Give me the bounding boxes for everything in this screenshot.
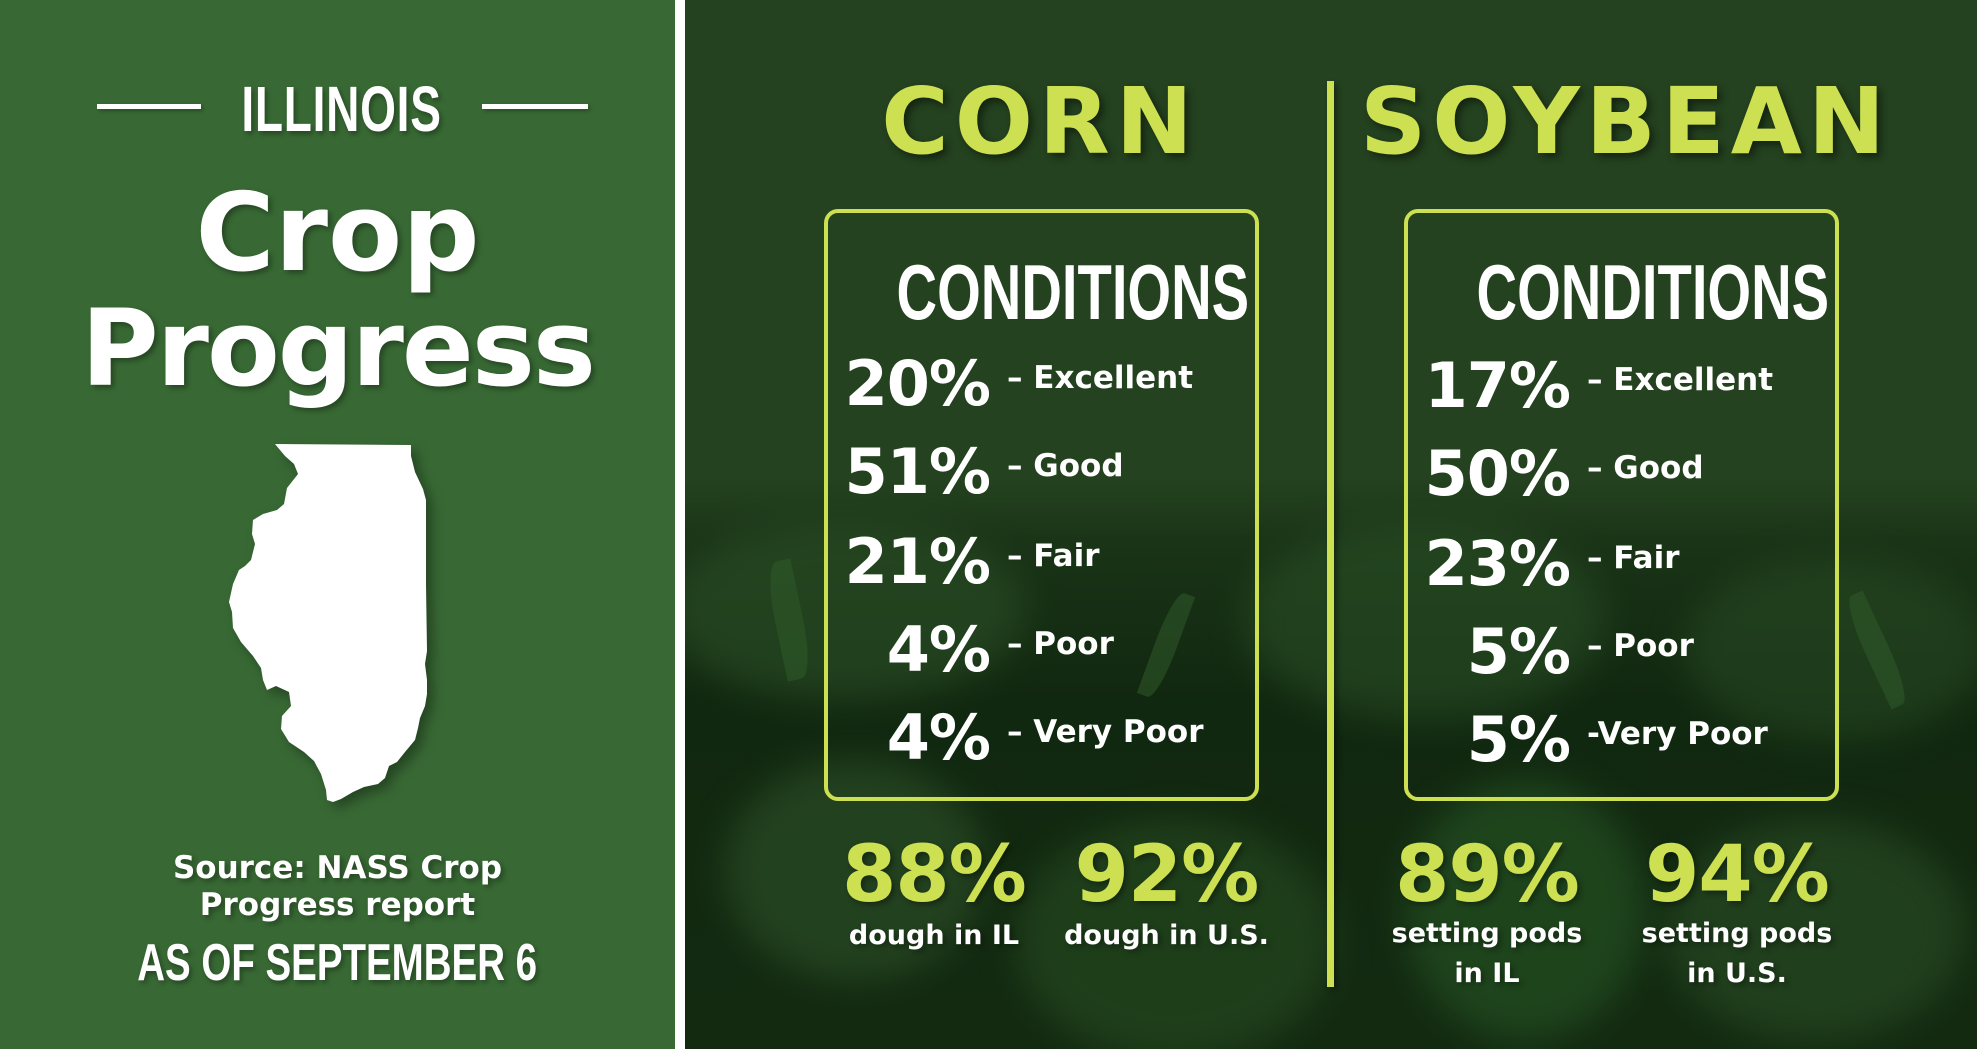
condition-percent: 5%: [1466, 703, 1571, 776]
corn-conditions-heading: CONDITIONS: [828, 253, 1255, 331]
condition-percent: 4%: [886, 613, 991, 686]
condition-percent: 51%: [844, 435, 991, 508]
condition-percent: 17%: [1424, 349, 1571, 422]
condition-percent: 5%: [1466, 615, 1571, 688]
state-name: ILLINOIS: [241, 73, 442, 145]
condition-label: – Excellent: [1007, 360, 1194, 396]
soybean-condition-row: 23% – Fair: [1408, 529, 1835, 599]
foliage-bg: [1685, 560, 1977, 740]
title-rule-right: [482, 104, 588, 109]
corn-stat-us: 92% dough in U.S.: [1064, 836, 1269, 956]
stat-caption-line1: setting pods: [1391, 918, 1583, 949]
corn-conditions-box: CONDITIONS 20% – Excellent 51% – Good 21…: [824, 209, 1259, 801]
soybean-condition-row: 5% -Very Poor: [1408, 705, 1835, 775]
as-of-date: AS OF SEPTEMBER 6: [0, 934, 675, 992]
soybean-conditions-box: CONDITIONS 17% – Excellent 50% – Good 23…: [1404, 209, 1839, 801]
foliage-bg: [1245, 520, 1605, 720]
soybean-stat-il: 89% setting pods in IL: [1387, 836, 1587, 994]
foliage-bg: [685, 520, 1025, 700]
stat-caption-line1: setting pods: [1641, 918, 1833, 949]
stat-value: 94%: [1645, 830, 1830, 920]
stat-caption-line2: in U.S.: [1687, 958, 1787, 989]
soybean-title: SOYBEAN: [1360, 68, 1891, 175]
page-title-line1: Crop: [195, 171, 480, 296]
soybean-conditions-heading: CONDITIONS: [1408, 253, 1835, 331]
condition-label: – Fair: [1587, 540, 1680, 576]
condition-label: – Excellent: [1587, 362, 1774, 398]
left-panel: ILLINOIS Crop Progress Source: NASS Crop…: [0, 0, 675, 1049]
corn-conditions-heading-text: CONDITIONS: [896, 248, 1250, 336]
condition-label: – Poor: [1587, 628, 1694, 664]
source-line-1: Source: NASS Crop: [172, 850, 503, 886]
as-of-date-text: AS OF SEPTEMBER 6: [137, 934, 538, 992]
corn-condition-row: 4% – Poor: [828, 615, 1255, 685]
soybean-condition-row: 5% – Poor: [1408, 617, 1835, 687]
foliage-bg: [1665, 820, 1965, 1040]
column-divider: [1327, 81, 1334, 987]
condition-label: – Very Poor: [1007, 714, 1204, 750]
condition-label: – Good: [1007, 448, 1124, 484]
corn-stat-il: 88% dough in IL: [834, 836, 1034, 956]
condition-percent: 20%: [844, 347, 991, 420]
panel-separator: [675, 0, 685, 1049]
foliage-bg: [1405, 780, 1645, 1040]
soybean-condition-row: 17% – Excellent: [1408, 351, 1835, 421]
soybean-conditions-heading-text: CONDITIONS: [1476, 248, 1830, 336]
corn-condition-row: 4% – Very Poor: [828, 703, 1255, 773]
condition-label: -Very Poor: [1587, 716, 1768, 752]
foliage-bg: [725, 760, 985, 980]
stat-caption-line2: in IL: [1454, 958, 1520, 989]
stat-caption: dough in U.S.: [1064, 920, 1269, 951]
stat-value: 88%: [842, 830, 1027, 920]
page-title-line2: Progress: [80, 287, 596, 410]
condition-percent: 4%: [886, 701, 991, 774]
illinois-map-icon: [229, 444, 427, 802]
condition-label: – Poor: [1007, 626, 1114, 662]
source-line-2: Progress report: [199, 887, 476, 923]
condition-percent: 21%: [844, 525, 991, 598]
condition-percent: 23%: [1424, 527, 1571, 600]
soybean-condition-row: 50% – Good: [1408, 439, 1835, 509]
condition-label: – Fair: [1007, 538, 1100, 574]
stat-value: 92%: [1074, 830, 1260, 920]
stat-caption: dough in IL: [848, 920, 1020, 951]
condition-label: – Good: [1587, 450, 1704, 486]
stat-value: 89%: [1395, 830, 1580, 920]
corn-condition-row: 21% – Fair: [828, 527, 1255, 597]
condition-percent: 50%: [1424, 437, 1571, 510]
corn-condition-row: 20% – Excellent: [828, 349, 1255, 419]
foliage-bg: [1015, 820, 1335, 1049]
corn-condition-row: 51% – Good: [828, 437, 1255, 507]
soybean-stat-us: 94% setting pods in U.S.: [1637, 836, 1837, 994]
title-rule-left: [97, 104, 201, 109]
corn-title: CORN: [881, 68, 1199, 175]
